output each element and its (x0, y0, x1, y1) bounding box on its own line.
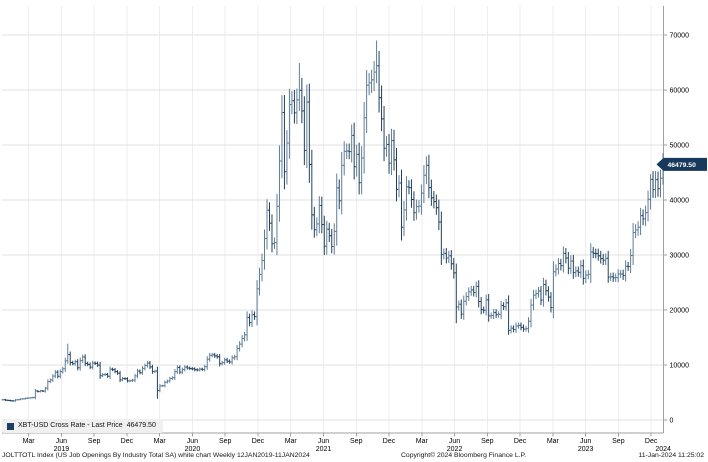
footer-timestamp: 11-Jan-2024 11:25:02 (638, 452, 704, 459)
month-tick-label: Dec (383, 438, 396, 445)
year-tick-label: 2021 (316, 446, 332, 453)
year-tick-label: 2019 (54, 446, 70, 453)
month-tick-label: Dec (252, 438, 265, 445)
month-tick-label: Jun (187, 438, 198, 445)
month-tick-label: Mar (416, 438, 429, 445)
month-tick-label: Sep (88, 438, 101, 445)
price-axis-label: 70000 (670, 33, 690, 40)
month-tick-label: Sep (350, 438, 363, 445)
last-price-badge (656, 157, 707, 171)
month-tick-label: Dec (645, 438, 658, 445)
legend-swatch-icon (7, 422, 14, 430)
month-tick-label: Dec (514, 438, 527, 445)
month-tick-label: Jun (580, 438, 591, 445)
price-axis-label: 10000 (670, 363, 690, 370)
year-tick-label: 2024 (655, 446, 671, 453)
month-tick-label: Jun (318, 438, 329, 445)
month-tick-label: Sep (481, 438, 494, 445)
footer-copyright: Copyright© 2024 Bloomberg Finance L.P. (401, 452, 527, 459)
price-axis-label: 20000 (670, 308, 690, 315)
price-series (1, 40, 665, 402)
month-tick-label: Mar (285, 438, 298, 445)
last-price-badge-label: 46479.50 (668, 162, 697, 169)
price-axis-label: 40000 (670, 198, 690, 205)
price-axis-label: 60000 (670, 88, 690, 95)
year-tick-label: 2022 (447, 446, 463, 453)
price-axis-label: 50000 (670, 143, 690, 150)
legend-last-price: 46479.50 (126, 422, 156, 429)
month-tick-label: Sep (612, 438, 625, 445)
month-tick-label: Jun (56, 438, 67, 445)
price-axis-label: 0 (670, 418, 674, 425)
year-tick-label: 2023 (578, 446, 594, 453)
footer-description: JOLTTOTL Index (US Job Openings By Indus… (2, 452, 310, 459)
month-tick-label: Dec (121, 438, 134, 445)
year-tick-label: 2020 (185, 446, 201, 453)
month-tick-label: Sep (219, 438, 232, 445)
month-tick-label: Mar (547, 438, 560, 445)
legend[interactable]: XBT-USD Cross Rate - Last Price 46479.50 (2, 419, 163, 433)
legend-label: XBT-USD Cross Rate - Last Price (18, 422, 123, 429)
month-tick-label: Mar (23, 438, 36, 445)
month-tick-label: Mar (154, 438, 167, 445)
month-tick-label: Jun (449, 438, 460, 445)
price-axis-label: 30000 (670, 253, 690, 260)
